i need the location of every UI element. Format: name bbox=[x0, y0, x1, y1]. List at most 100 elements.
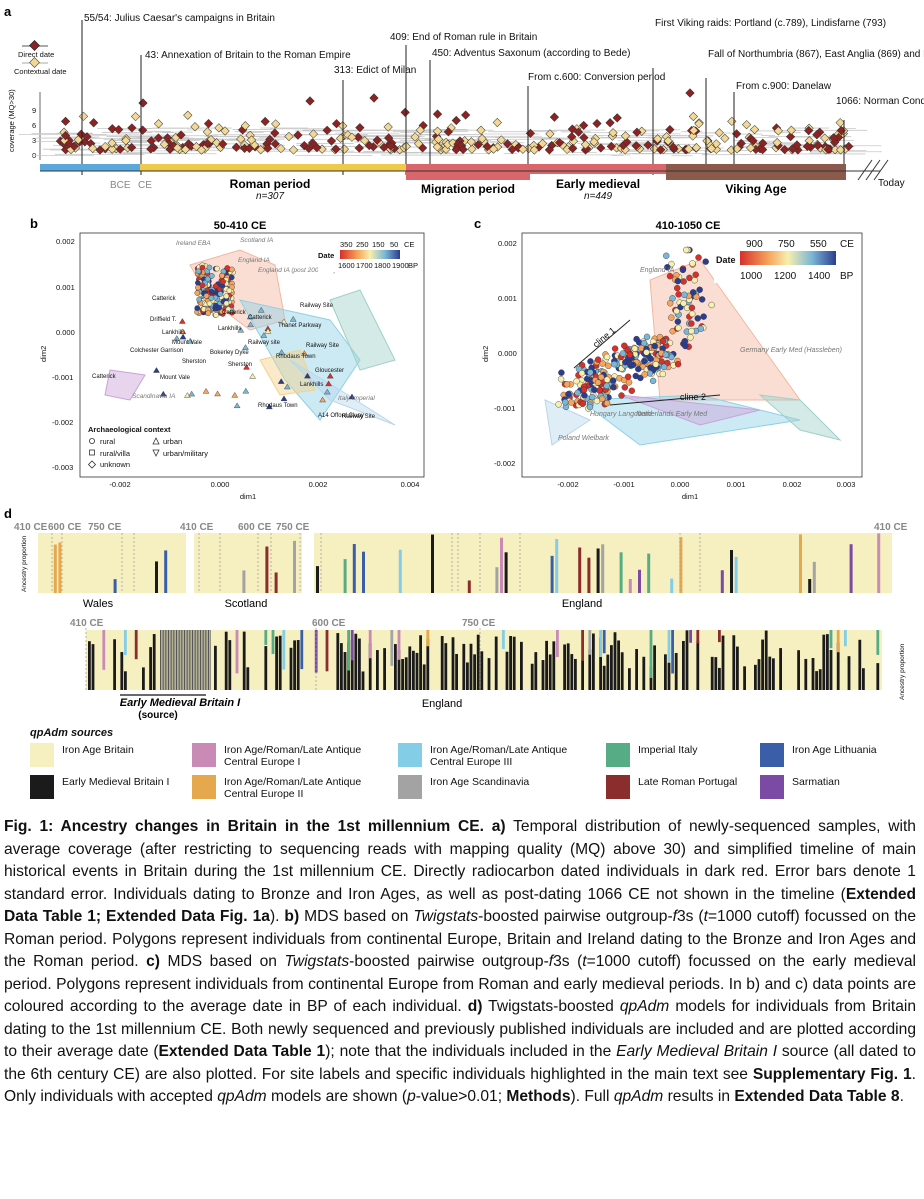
sample-point bbox=[581, 392, 588, 399]
sample-point bbox=[159, 390, 167, 397]
legend-item-label: Iron Age/Roman/Late Antique Central Euro… bbox=[224, 744, 362, 768]
panel-c-xtick: 0.003 bbox=[837, 480, 856, 489]
contextual-date-point bbox=[835, 118, 845, 128]
sample-point bbox=[599, 395, 606, 402]
direct-date-point bbox=[555, 138, 565, 148]
sample-point bbox=[184, 392, 191, 398]
ancestry-bar-segment bbox=[545, 640, 548, 690]
legend-item: Imperial Italy bbox=[606, 743, 756, 767]
ancestry-bar-segment bbox=[649, 666, 653, 690]
caption-c-text: =1000 cutoff) focussed on the early medi… bbox=[4, 953, 917, 1015]
legend-item: Early Medieval Britain I bbox=[30, 775, 190, 799]
ancestry-bar-segment bbox=[134, 630, 138, 660]
contextual-date-point bbox=[689, 125, 699, 135]
sample-point bbox=[214, 265, 220, 272]
ancestry-bar-segment bbox=[804, 658, 808, 690]
sample-point bbox=[605, 362, 612, 370]
direct-date-point bbox=[372, 135, 382, 145]
panel-b-xtick: 0.002 bbox=[309, 480, 328, 489]
ancestry-panel-bg bbox=[38, 533, 186, 593]
panel-b-xlabel: dim1 bbox=[240, 492, 256, 501]
direct-date-point bbox=[312, 143, 322, 153]
sample-point bbox=[223, 300, 230, 307]
d-date-label: 750 CE bbox=[276, 522, 310, 533]
panel-c-ce-tick: 900 bbox=[746, 239, 763, 250]
panel-d-row2-bars bbox=[85, 628, 882, 692]
sample-point bbox=[694, 315, 701, 322]
ancestry-bar-segment bbox=[512, 636, 516, 690]
legend-swatch bbox=[760, 775, 784, 799]
sample-point bbox=[598, 373, 605, 381]
panel-c-xtick: 0.002 bbox=[783, 480, 802, 489]
caption-a-end: ). bbox=[269, 908, 280, 925]
direct-date-point bbox=[844, 141, 854, 152]
ancestry-bar-segment bbox=[149, 647, 152, 690]
direct-date-point bbox=[354, 143, 364, 153]
source-bar bbox=[208, 630, 209, 690]
sample-point bbox=[641, 357, 648, 365]
source-bar bbox=[180, 630, 182, 690]
direct-date-point bbox=[549, 112, 559, 122]
ancestry-bar-segment bbox=[815, 671, 818, 690]
sample-point bbox=[304, 372, 311, 379]
direct-date-point bbox=[812, 130, 822, 140]
direct-date-point bbox=[115, 144, 125, 154]
direct-date-point bbox=[355, 123, 365, 133]
ancestry-bar-segment bbox=[494, 636, 498, 690]
direct-date-point bbox=[473, 140, 483, 150]
direct-date-point bbox=[326, 136, 337, 146]
caption-d-text: models are shown ( bbox=[271, 1088, 408, 1105]
ancestry-bar-segment bbox=[271, 630, 275, 655]
ancestry-bar-segment bbox=[613, 632, 617, 690]
ancestry-bar-segment bbox=[343, 559, 347, 593]
direct-date-point bbox=[631, 141, 641, 151]
event-label: 450: Adventus Saxonum (according to Bede… bbox=[432, 48, 630, 59]
direct-date-point bbox=[606, 141, 616, 151]
site-label: Rhodaus Town bbox=[276, 354, 316, 360]
ancestry-bar-segment bbox=[530, 663, 534, 690]
contextual-date-point bbox=[580, 140, 591, 150]
event-label: Fall of Northumbria (867), East Anglia (… bbox=[708, 49, 924, 60]
contextual-date-point bbox=[284, 131, 294, 142]
contextual-date-point bbox=[130, 111, 141, 122]
sample-point bbox=[242, 344, 249, 350]
direct-date-point bbox=[612, 113, 622, 123]
group-polygon bbox=[104, 369, 146, 401]
direct-date-point bbox=[265, 134, 275, 144]
rural-villa-marker bbox=[89, 449, 95, 456]
contextual-date-point bbox=[432, 126, 443, 136]
axis-break bbox=[857, 159, 873, 181]
source-bar bbox=[195, 630, 197, 690]
sample-point bbox=[625, 379, 633, 386]
ancestry-bar-segment bbox=[797, 650, 800, 690]
contextual-date-point bbox=[196, 145, 207, 155]
sample-point bbox=[242, 387, 250, 394]
contextual-date-point bbox=[714, 128, 724, 138]
period-label: Migration period bbox=[421, 182, 515, 196]
ancestry-bar-segment bbox=[610, 645, 613, 690]
source-bar bbox=[209, 630, 211, 690]
panel-c-ytick: -0.001 bbox=[494, 404, 515, 413]
sample-point bbox=[649, 377, 657, 385]
direct-date-point bbox=[400, 107, 410, 117]
contextual-date-point bbox=[820, 133, 830, 143]
ancestry-bar-segment bbox=[587, 557, 591, 593]
contextual-date-point bbox=[180, 144, 191, 155]
event-label: 55/54: Julius Caesar's campaigns in Brit… bbox=[84, 13, 275, 24]
caption-b-text: MDS based on bbox=[304, 908, 409, 925]
site-label: Thanet Parkway bbox=[278, 323, 321, 329]
source-bar bbox=[176, 630, 177, 690]
sample-point bbox=[186, 337, 194, 344]
panel-b-ce-tick: 50 bbox=[390, 240, 398, 249]
ancestry-bar-segment bbox=[844, 630, 847, 647]
ancestry-bar-segment bbox=[772, 658, 775, 690]
sample-point bbox=[212, 305, 220, 312]
ancestry-bar-segment bbox=[671, 630, 674, 674]
ancestry-bar-segment bbox=[808, 579, 812, 593]
site-label: Railway Site bbox=[342, 414, 376, 420]
ancestry-bar-segment bbox=[467, 580, 471, 593]
ancestry-bar-segment bbox=[505, 651, 509, 690]
direct-date-point bbox=[432, 109, 443, 119]
ancestry-bar-segment bbox=[469, 643, 473, 690]
sample-point bbox=[674, 360, 682, 368]
